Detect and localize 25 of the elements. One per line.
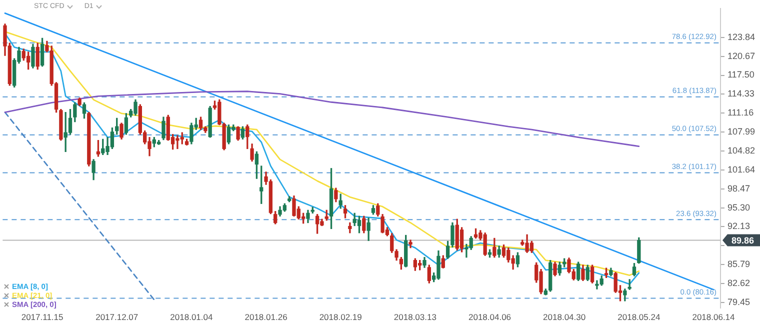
y-tick-label: 101.64 [727,164,756,174]
x-tick-label: 2018.06.14 [692,312,736,322]
x-tick-label: 2017.11.15 [21,312,64,322]
y-tick-label: 117.50 [727,70,754,80]
y-tick-label: 104.82 [727,145,756,156]
y-tick-label: 114.33 [727,88,754,99]
y-tick-label: 95.30 [727,202,750,212]
y-tick-label: 98.47 [727,183,750,194]
x-tick-label: 2018.01.04 [170,312,213,322]
y-tick-label: 107.99 [727,126,756,137]
x-tick-label: 2018.05.24 [618,312,660,322]
x-tick-label: 2018.04.30 [543,312,586,322]
x-tick-label: 2017.12.07 [96,312,138,322]
x-tick-label: 2018.04.06 [468,312,512,322]
y-tick-label: 123.84 [727,32,756,42]
y-tick-label: 111.16 [727,108,754,118]
x-tick-label: 2018.02.19 [319,312,362,322]
y-tick-label: 82.62 [727,278,750,288]
y-tick-label: 85.79 [727,259,750,270]
y-tick-label: 120.67 [727,50,756,61]
ref-line-label: 89.86 [731,235,754,246]
x-tick-label: 2018.03.13 [394,312,437,322]
x-tick-label: 2018.01.26 [244,312,288,322]
y-tick-label: 79.45 [727,296,750,307]
y-tick-label: 92.13 [727,221,750,232]
